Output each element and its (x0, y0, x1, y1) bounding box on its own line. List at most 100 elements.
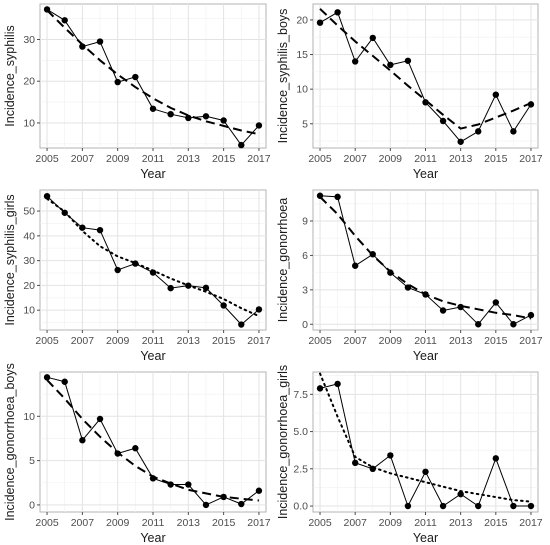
x-tick-label: 2015 (484, 517, 508, 529)
x-tick-label: 2007 (344, 517, 368, 529)
data-point (202, 113, 210, 120)
data-point (43, 192, 51, 200)
y-tick-label: 10 (23, 305, 35, 317)
data-point (79, 437, 86, 444)
x-tick-label: 2011 (142, 517, 165, 529)
data-point (61, 378, 68, 385)
y-tick-label: 20 (23, 280, 35, 292)
x-tick-label: 2013 (177, 517, 201, 529)
x-tick-label: 2005 (35, 517, 59, 529)
trend-line-dashed (46, 379, 260, 502)
y-tick-label: 20 (296, 14, 308, 26)
x-tick-label: 2017 (519, 517, 543, 529)
gridlines (313, 190, 538, 330)
y-axis-title: Incidence_gonorrhoea (276, 198, 290, 322)
data-point (220, 302, 227, 309)
x-tick-label: 2011 (414, 153, 437, 165)
x-tick-label: 2013 (177, 335, 201, 347)
x-axis-title: Year (413, 531, 438, 545)
chart-panel-3: 2005 2007 2009 2011 2013 2015 2017 10 20 30 40 50 Ye… (3, 189, 271, 363)
data-point (149, 105, 157, 112)
data-point (316, 19, 324, 26)
gridlines (40, 4, 266, 148)
data-point (351, 58, 359, 65)
x-axis-title: Year (140, 531, 165, 545)
data-point (510, 321, 517, 328)
data-point (132, 73, 139, 81)
chart-panel-4: 2005 2007 2009 2011 2013 2015 2017 0 3 6 9 Year Inci… (276, 189, 543, 363)
x-tick-label: 2007 (344, 153, 368, 165)
gridlines (313, 4, 538, 148)
trend-line-dashed (46, 9, 260, 136)
y-tick-label: 5 (302, 118, 308, 130)
x-tick-label: 2017 (519, 335, 543, 347)
y-axis-title: Incidence_syphilis_girls (3, 194, 17, 325)
x-tick-label: 2007 (344, 335, 368, 347)
data-point (351, 262, 359, 269)
x-axis-title: Year (413, 167, 438, 181)
data-point (220, 117, 227, 124)
data-point (492, 91, 500, 98)
data-point (439, 117, 447, 125)
data-point (96, 415, 104, 423)
x-tick-label: 2017 (247, 335, 271, 347)
data-point (167, 110, 174, 118)
data-point (96, 226, 104, 234)
data-point (439, 502, 447, 510)
y-tick-label: 10 (23, 117, 35, 129)
x-tick-label: 2005 (35, 153, 59, 165)
trend-line-dashed (319, 8, 532, 130)
data-point (387, 452, 394, 459)
x-tick-label: 2017 (519, 153, 543, 165)
y-tick-label: 6 (302, 250, 308, 262)
data-point (334, 9, 341, 16)
data-point (185, 481, 192, 488)
y-tick-label: 5 (29, 455, 35, 467)
x-tick-label: 2017 (247, 517, 271, 529)
chart-panel-6: 2005 2007 2009 2011 2013 2015 2017 0.0 2.5 5.0 7.5… (276, 365, 543, 545)
y-tick-label: 0.0 (293, 501, 308, 513)
x-tick-label: 2015 (484, 153, 508, 165)
y-tick-label: 15 (296, 49, 308, 61)
y-tick-label: 5.0 (293, 426, 308, 438)
y-tick-label: 40 (23, 230, 35, 242)
y-tick-label: 20 (23, 76, 35, 88)
data-point (527, 311, 535, 319)
x-tick-label: 2015 (212, 153, 236, 165)
data-point (132, 445, 139, 452)
x-tick-label: 2009 (106, 153, 130, 165)
data-point (475, 321, 482, 328)
data-point (492, 455, 500, 462)
y-tick-label: 0 (29, 499, 35, 511)
data-point (167, 284, 174, 292)
data-point (422, 468, 429, 475)
data-point (510, 128, 517, 135)
x-tick-label: 2007 (71, 153, 95, 165)
x-tick-label: 2005 (308, 335, 332, 347)
x-tick-label: 2005 (308, 153, 332, 165)
y-axis-title: Incidence_gonorrhoea_boys (3, 363, 17, 521)
trend-line-dotted (46, 197, 260, 318)
x-tick-label: 2013 (177, 153, 201, 165)
data-point (457, 138, 464, 145)
x-tick-label: 2011 (414, 335, 437, 347)
y-axis-title: Incidence_gonorrhoea_girls (276, 365, 290, 519)
x-tick-label: 2011 (414, 517, 437, 529)
y-tick-label: 9 (302, 215, 308, 227)
y-tick-label: 50 (23, 206, 35, 218)
x-tick-label: 2007 (71, 517, 95, 529)
y-tick-label: 30 (23, 255, 35, 267)
data-point (255, 122, 263, 129)
gridlines (40, 372, 266, 512)
data-point (185, 114, 192, 122)
data-point (202, 284, 210, 292)
data-point (114, 266, 121, 274)
data-point (510, 502, 517, 510)
trend-line-dashed (319, 196, 532, 320)
data-point (369, 34, 376, 42)
x-tick-label: 2009 (379, 335, 403, 347)
y-tick-label: 30 (23, 34, 35, 46)
x-tick-label: 2015 (212, 335, 236, 347)
y-tick-label: 10 (296, 84, 308, 96)
y-tick-label: 2.5 (293, 463, 308, 475)
